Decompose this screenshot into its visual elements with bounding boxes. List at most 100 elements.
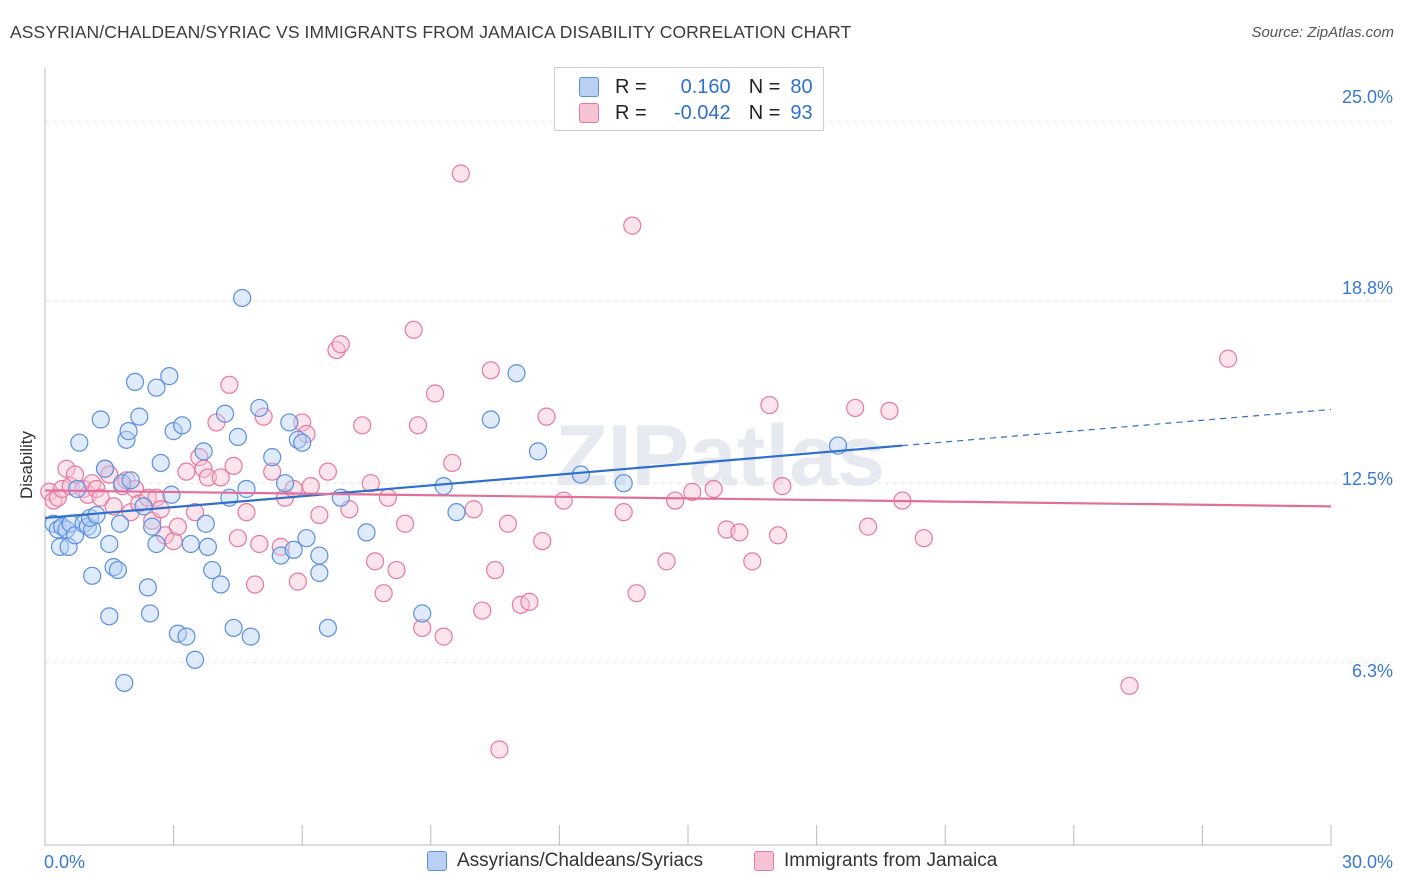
- point-assyrian: [68, 479, 87, 499]
- legend-r-label: R =: [615, 75, 647, 98]
- point-jamaica: [768, 526, 788, 545]
- point-jamaica: [147, 488, 166, 507]
- legend-n-value: 93: [790, 101, 813, 124]
- point-jamaica: [443, 453, 462, 473]
- legend-label-assyrian: Assyrians/Chaldeans/Syriacs: [457, 850, 704, 871]
- point-jamaica: [185, 503, 205, 522]
- legend-n-value: 80: [790, 75, 813, 98]
- point-assyrian: [160, 367, 179, 386]
- point-jamaica: [250, 534, 269, 554]
- point-assyrian: [173, 416, 192, 435]
- point-jamaica: [413, 618, 432, 638]
- point-jamaica: [168, 517, 187, 536]
- y-tick-label-18-8: 18.8%: [1341, 278, 1393, 298]
- point-jamaica: [177, 462, 196, 481]
- point-jamaica: [1219, 349, 1238, 368]
- point-assyrian: [134, 497, 153, 516]
- point-jamaica: [498, 514, 518, 533]
- point-assyrian: [413, 604, 432, 623]
- point-jamaica: [365, 552, 385, 571]
- point-assyrian: [614, 474, 633, 493]
- series-jamaica-points: [40, 164, 1238, 759]
- point-assyrian: [121, 471, 140, 490]
- point-jamaica: [627, 584, 646, 603]
- point-assyrian: [293, 433, 312, 452]
- legend-row-jamaica: R = -0.042 N = 93: [579, 101, 813, 125]
- point-jamaica: [760, 395, 779, 415]
- point-jamaica: [704, 479, 723, 499]
- point-assyrian: [95, 459, 115, 478]
- trend-line-assyrian-projection: [902, 408, 1332, 447]
- point-jamaica: [490, 740, 509, 759]
- point-assyrian: [571, 465, 590, 484]
- legend-swatch-pink: [754, 851, 774, 871]
- point-jamaica: [846, 398, 865, 418]
- point-jamaica: [353, 416, 372, 435]
- point-jamaica: [657, 552, 676, 571]
- point-assyrian: [203, 560, 222, 580]
- point-jamaica: [211, 468, 230, 487]
- point-jamaica: [914, 529, 933, 548]
- point-assyrian: [100, 607, 119, 626]
- point-jamaica: [65, 465, 85, 484]
- point-jamaica: [318, 462, 338, 481]
- point-jamaica: [395, 514, 415, 533]
- point-jamaica: [220, 375, 239, 394]
- point-assyrian: [481, 410, 500, 429]
- legend-row-assyrian: R = 0.160 N = 80: [579, 75, 813, 99]
- point-jamaica: [554, 491, 573, 510]
- point-jamaica: [425, 384, 445, 403]
- point-assyrian: [237, 479, 256, 499]
- point-assyrian: [434, 477, 453, 496]
- point-assyrian: [119, 422, 138, 441]
- point-jamaica: [237, 503, 256, 522]
- point-assyrian: [215, 404, 235, 423]
- point-assyrian: [83, 566, 102, 585]
- legend-n-label: N =: [748, 75, 781, 98]
- point-assyrian: [91, 410, 110, 429]
- point-assyrian: [151, 453, 170, 473]
- point-jamaica: [743, 552, 762, 571]
- point-assyrian: [147, 534, 166, 554]
- point-assyrian: [181, 534, 200, 554]
- point-assyrian: [211, 575, 230, 594]
- point-jamaica: [263, 462, 282, 481]
- point-jamaica: [880, 401, 899, 420]
- axes: [44, 68, 1332, 846]
- point-jamaica: [310, 505, 329, 525]
- point-jamaica: [520, 592, 539, 611]
- point-jamaica: [374, 584, 393, 603]
- grid: [45, 120, 1392, 664]
- point-assyrian: [177, 627, 196, 646]
- series-assyrian-points: [44, 288, 848, 693]
- point-jamaica: [683, 482, 702, 501]
- point-jamaica: [87, 479, 106, 499]
- point-jamaica: [228, 529, 247, 548]
- point-jamaica: [104, 497, 123, 516]
- y-axis-label: Disability: [17, 430, 36, 500]
- point-assyrian: [357, 523, 376, 542]
- point-jamaica: [858, 517, 878, 536]
- point-assyrian: [310, 546, 329, 565]
- point-assyrian: [140, 604, 160, 623]
- point-assyrian: [263, 448, 282, 467]
- point-jamaica: [331, 335, 350, 354]
- point-assyrian: [250, 398, 269, 418]
- point-jamaica: [666, 491, 685, 510]
- point-jamaica: [301, 477, 320, 496]
- watermark: ZIPatlas: [555, 408, 885, 504]
- point-assyrian: [233, 288, 252, 308]
- point-assyrian: [194, 442, 213, 461]
- point-assyrian: [115, 673, 134, 693]
- point-assyrian: [59, 537, 78, 556]
- trend-lines: [44, 408, 1332, 520]
- point-assyrian: [318, 618, 338, 638]
- y-tick-label-12-5: 12.5%: [1341, 469, 1393, 489]
- legend-r-label: R =: [615, 101, 647, 124]
- point-jamaica: [288, 572, 308, 591]
- point-jamaica: [481, 361, 500, 380]
- point-assyrian: [70, 433, 89, 452]
- legend-swatch-blue: [579, 77, 599, 97]
- legend-item-jamaica: Immigrants from Jamaica: [754, 850, 997, 872]
